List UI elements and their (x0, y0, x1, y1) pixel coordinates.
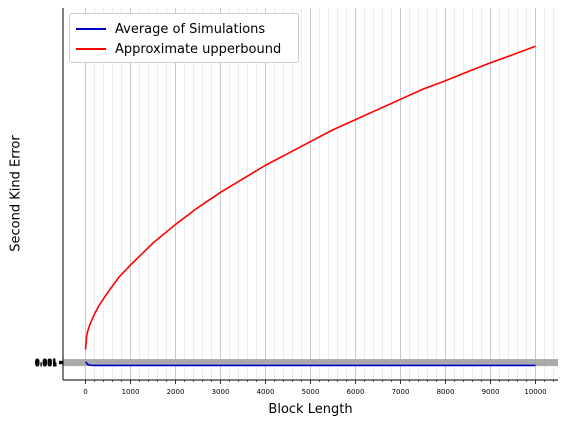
x-axis-label: Block Length (268, 402, 353, 417)
y-tick-label: 0.001 (35, 360, 57, 368)
x-tick-label: 6000 (347, 388, 365, 396)
x-tick-label: 7000 (392, 388, 410, 396)
x-tick-label: 2000 (167, 388, 185, 396)
baseline-band (63, 359, 558, 367)
x-tick-label: 3000 (212, 388, 230, 396)
legend-swatch-upperbound (76, 48, 106, 50)
x-tick-label: 10000 (524, 388, 546, 396)
series-line-average (84, 361, 536, 367)
x-axis-ticks: 0 1000 2000 3000 4000 5000 6000 7000 8000 9000 100… (83, 380, 554, 396)
y-tick-label: 0.001 (35, 358, 57, 366)
legend: Average of Simulations Approximate upper… (69, 13, 299, 63)
y-tick-label: 0.001 (35, 359, 57, 367)
baseline-band-rect (63, 359, 558, 367)
y-tick-label: 0.001 (35, 360, 57, 368)
series-lines (84, 45, 536, 367)
y-axis-label: Second Kind Error (8, 135, 24, 252)
x-tick-label: 4000 (257, 388, 275, 396)
grid-lines (85, 8, 554, 380)
x-tick-label: 0 (83, 388, 87, 396)
legend-label-upperbound: Approximate upperbound (115, 41, 282, 57)
x-tick-label: 1000 (122, 388, 140, 396)
legend-swatch-average (76, 28, 106, 30)
legend-label-average: Average of Simulations (115, 21, 266, 37)
x-tick-label: 8000 (437, 388, 455, 396)
y-tick-label: 0.001 (35, 359, 57, 367)
legend-item-upperbound: Approximate upperbound (76, 39, 281, 59)
legend-item-average: Average of Simulations (76, 19, 265, 39)
x-tick-label: 5000 (302, 388, 320, 396)
y-tick-label: 0.001 (35, 358, 57, 366)
series-line-upperbound (84, 45, 536, 350)
x-tick-label: 9000 (482, 388, 500, 396)
